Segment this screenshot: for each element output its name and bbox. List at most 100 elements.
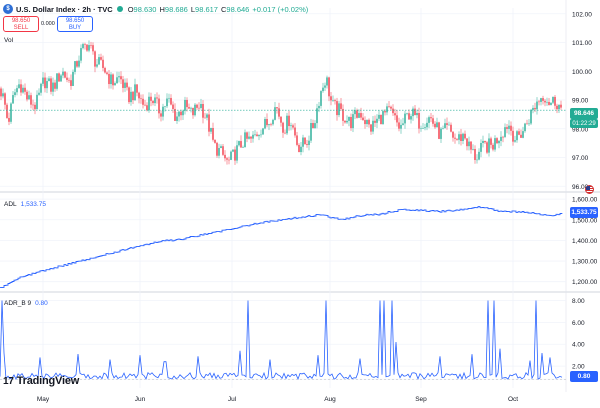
- chart-title[interactable]: U.S. Dollar Index · 2h · TVC: [16, 4, 113, 14]
- candle: [104, 66, 106, 74]
- adr-legend[interactable]: ADR_B 9 0.80: [4, 300, 48, 307]
- candle: [202, 100, 204, 124]
- candle-body: [146, 105, 148, 111]
- candle-body: [160, 113, 162, 117]
- candle-body: [40, 83, 42, 93]
- candle: [362, 113, 364, 121]
- candle: [458, 131, 460, 145]
- volume-label[interactable]: Vol: [4, 37, 14, 44]
- candle-body: [522, 131, 524, 138]
- candle-body: [74, 61, 76, 72]
- candle: [52, 77, 54, 97]
- candle-body: [162, 106, 164, 117]
- candle-body: [212, 128, 214, 140]
- adl-last-badge: 1,533.75: [570, 207, 598, 218]
- candle: [6, 102, 8, 119]
- candle-body: [394, 113, 396, 116]
- candle: [432, 114, 434, 127]
- candle: [338, 100, 340, 118]
- candle: [252, 131, 254, 143]
- candle: [158, 94, 160, 119]
- candle: [548, 97, 550, 106]
- candle-body: [362, 117, 364, 121]
- candle-body: [508, 125, 510, 129]
- candle-body: [130, 91, 132, 103]
- y-tick-label: 96.00: [572, 184, 589, 191]
- chart-header: $ U.S. Dollar Index · 2h · TVC O98.630 H…: [3, 2, 308, 16]
- candle: [176, 111, 178, 124]
- candle: [528, 119, 530, 126]
- candle: [352, 109, 354, 133]
- candle: [364, 116, 366, 129]
- adl-legend[interactable]: ADL 1,533.75: [4, 201, 46, 208]
- candle: [122, 75, 124, 93]
- candle: [138, 91, 140, 104]
- candle: [154, 94, 156, 107]
- candle: [156, 92, 158, 104]
- buy-button[interactable]: 98.650 BUY: [57, 16, 93, 32]
- candle-body: [260, 134, 262, 136]
- tradingview-logo[interactable]: 17 TradingView: [3, 375, 79, 387]
- candle: [304, 137, 306, 145]
- candle-body: [472, 149, 474, 150]
- candle: [482, 135, 484, 148]
- candle: [390, 105, 392, 111]
- candle-body: [422, 128, 424, 129]
- candle-body: [236, 145, 238, 161]
- candle-body: [38, 92, 40, 95]
- candle-body: [324, 85, 326, 88]
- candle: [228, 156, 230, 165]
- candle: [150, 92, 152, 107]
- candle-body: [72, 71, 74, 86]
- last-price-badge: 98.646: [570, 108, 598, 119]
- candle: [188, 103, 190, 109]
- candle-body: [120, 76, 122, 80]
- candle: [172, 101, 174, 113]
- candle-body: [186, 99, 188, 108]
- candle: [170, 94, 172, 106]
- sell-button[interactable]: 98.650 SELL: [3, 16, 39, 32]
- candle: [310, 118, 312, 144]
- candle-body: [368, 119, 370, 125]
- candle-body: [282, 122, 284, 133]
- candle-body: [132, 91, 134, 101]
- adr-last-badge: 0.80: [570, 371, 598, 382]
- candle: [510, 121, 512, 136]
- candle: [2, 88, 4, 99]
- candle-body: [90, 45, 92, 46]
- candle-body: [444, 123, 446, 129]
- candle: [118, 71, 120, 83]
- candle-body: [182, 110, 184, 116]
- candle: [374, 115, 376, 128]
- candle: [124, 78, 126, 92]
- candle: [254, 129, 256, 137]
- candle-body: [528, 123, 530, 125]
- candle-body: [376, 118, 378, 123]
- x-tick-label: Jul: [228, 396, 237, 403]
- candle: [328, 76, 330, 102]
- dollar-index-icon: $: [3, 4, 13, 14]
- candle: [164, 105, 166, 112]
- candle: [516, 129, 518, 143]
- candle: [336, 97, 338, 121]
- candle: [114, 81, 116, 86]
- candle-body: [0, 88, 2, 97]
- candle-body: [434, 123, 436, 128]
- candle: [126, 78, 128, 91]
- candle-body: [224, 154, 226, 159]
- bar-countdown: 01:22:29: [570, 119, 598, 128]
- candle: [460, 128, 462, 146]
- candle-body: [334, 100, 336, 102]
- candle-body: [340, 103, 342, 109]
- us-flag-icon[interactable]: [585, 185, 594, 194]
- adr-line: [0, 300, 563, 381]
- candle-body: [320, 91, 322, 106]
- x-tick-label: May: [37, 396, 50, 403]
- candle: [224, 150, 226, 162]
- candle-body: [88, 45, 90, 51]
- candle-body: [46, 81, 48, 89]
- candle-body: [530, 109, 532, 124]
- candle-body: [498, 140, 500, 144]
- price-change: +0.017 (+0.02%): [252, 4, 309, 14]
